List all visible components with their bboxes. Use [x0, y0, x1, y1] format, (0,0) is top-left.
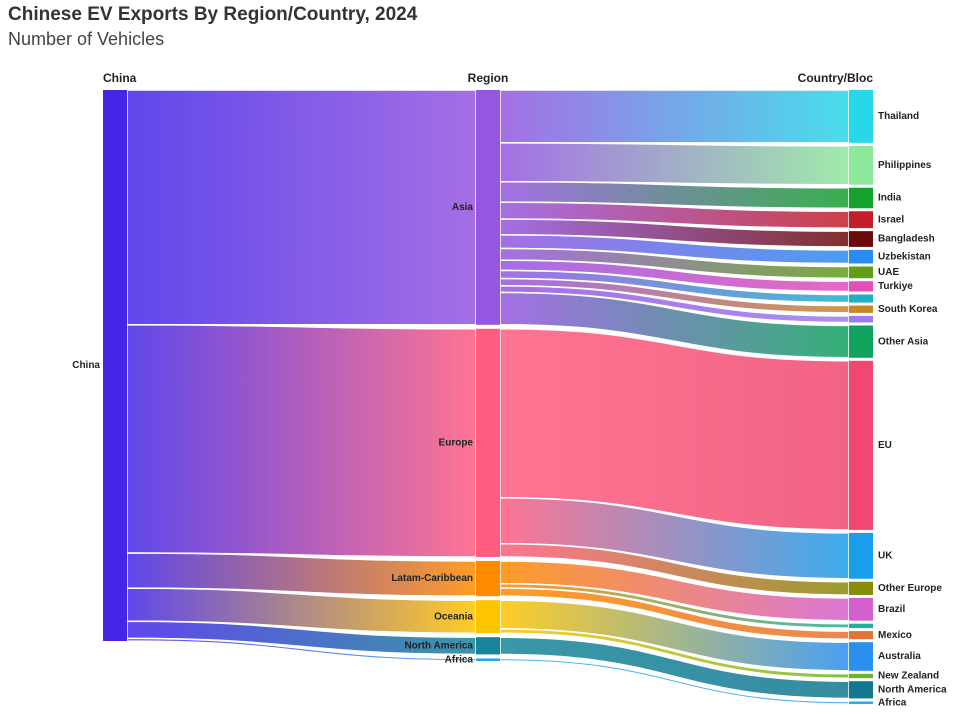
node-otherasia[interactable] [849, 325, 873, 358]
node-newzealand[interactable] [849, 673, 873, 679]
label-australia: Australia [878, 651, 921, 662]
nodes-layer [103, 90, 873, 704]
headers-layer: China Region Country/Bloc [103, 71, 873, 85]
label-uk: UK [878, 550, 893, 561]
link-china-to-asia[interactable] [126, 89, 477, 326]
node-china[interactable] [103, 90, 127, 641]
label-mexico: Mexico [878, 630, 912, 641]
node-latam[interactable] [476, 560, 500, 597]
label-philippines: Philippines [878, 160, 932, 171]
label-northam2: North America [878, 684, 947, 695]
link-china-to-europe[interactable] [126, 324, 477, 558]
link-asia-to-philippines[interactable] [499, 142, 850, 186]
label-oceania: Oceania [434, 611, 473, 622]
label-india: India [878, 193, 902, 204]
node-latam_small[interactable] [849, 623, 873, 629]
label-asia: Asia [452, 202, 474, 213]
label-latam: Latam-Caribbean [391, 573, 473, 584]
label-brazil: Brazil [878, 604, 905, 615]
labels-layer: China Asia Europe Latam-Caribbean Oceania Nor… [72, 111, 947, 708]
node-india[interactable] [849, 187, 873, 209]
node-mexico[interactable] [849, 631, 873, 640]
chart-subtitle: Number of Vehicles [8, 29, 165, 49]
node-africa[interactable] [476, 658, 500, 661]
node-philippines[interactable] [849, 145, 873, 185]
label-uzbekistan: Uzbekistan [878, 251, 931, 262]
node-northam[interactable] [476, 637, 500, 655]
node-africa2[interactable] [849, 701, 873, 704]
links-layer [126, 89, 850, 705]
label-southkorea: South Korea [878, 304, 938, 315]
label-turkiye: Turkiye [878, 281, 913, 292]
node-brazil[interactable] [849, 597, 873, 621]
column-header-country-bloc: Country/Bloc [798, 71, 874, 85]
node-uzbekistan[interactable] [849, 249, 873, 264]
label-europe: Europe [439, 438, 474, 449]
label-thailand: Thailand [878, 111, 919, 122]
link-asia-to-thailand[interactable] [499, 89, 850, 144]
node-uae[interactable] [849, 266, 873, 279]
node-israel[interactable] [849, 211, 873, 229]
label-china: China [72, 360, 100, 371]
column-header-region: Region [468, 71, 509, 85]
node-southkorea[interactable] [849, 305, 873, 313]
node-eu[interactable] [849, 360, 873, 530]
label-africa: Africa [445, 654, 474, 665]
label-eu: EU [878, 440, 892, 451]
node-turkiye[interactable] [849, 281, 873, 292]
node-oceania[interactable] [476, 600, 500, 634]
label-otherasia: Other Asia [878, 336, 929, 347]
node-asia_small2[interactable] [849, 315, 873, 323]
node-uk[interactable] [849, 532, 873, 579]
label-bangladesh: Bangladesh [878, 234, 935, 245]
node-bangladesh[interactable] [849, 231, 873, 247]
label-uae: UAE [878, 267, 899, 278]
label-israel: Israel [878, 214, 904, 225]
label-othereurope: Other Europe [878, 583, 942, 594]
node-thailand[interactable] [849, 90, 873, 143]
label-africa2: Africa [878, 697, 907, 708]
node-europe[interactable] [476, 328, 500, 557]
node-othereurope[interactable] [849, 581, 873, 595]
chart-title: Chinese EV Exports By Region/Country, 20… [8, 4, 418, 25]
label-northam: North America [404, 640, 473, 651]
node-asia_small1[interactable] [849, 294, 873, 303]
label-newzealand: New Zealand [878, 671, 939, 682]
node-northam2[interactable] [849, 681, 873, 699]
node-asia[interactable] [476, 90, 500, 325]
node-australia[interactable] [849, 642, 873, 671]
column-header-china: China [103, 71, 137, 85]
